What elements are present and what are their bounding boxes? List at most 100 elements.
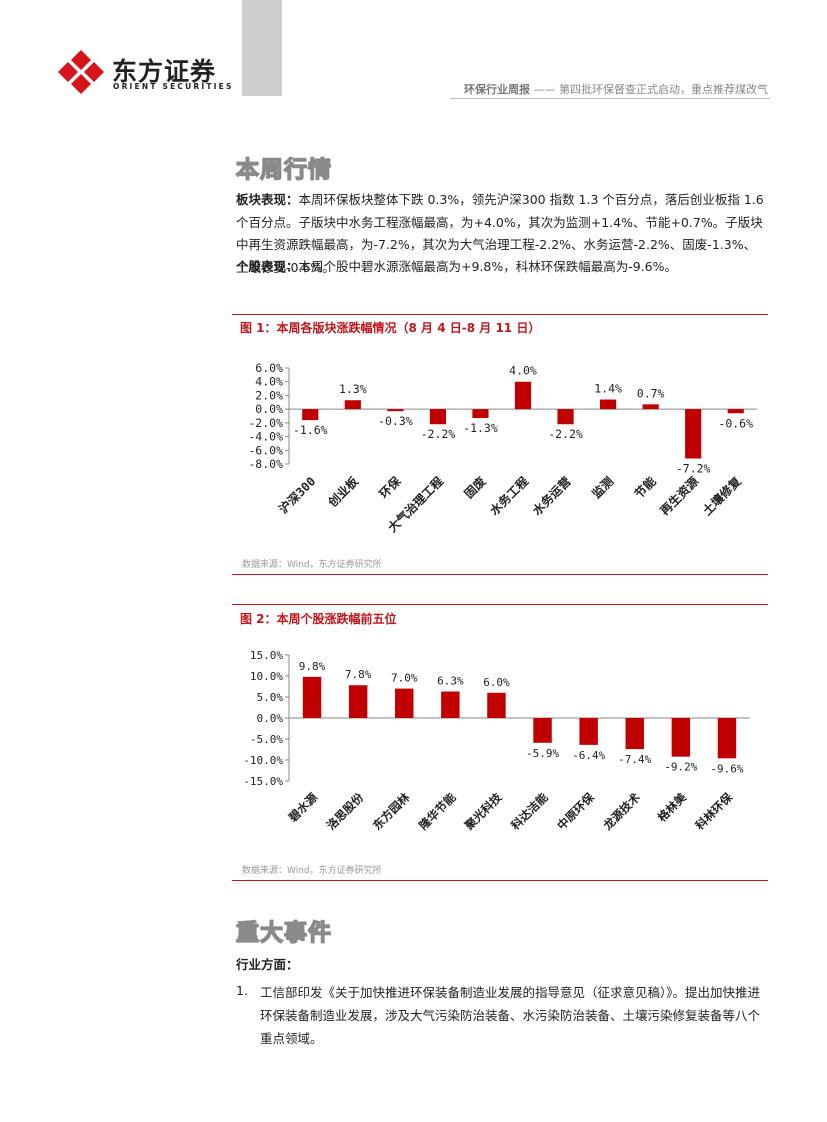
data-label: 6.0%	[483, 676, 510, 689]
category-label: 东方园林	[370, 790, 413, 833]
category-label: 科达洁能	[508, 790, 551, 833]
category-label: 科林环保	[693, 790, 736, 833]
figure2-bottom-rule	[232, 880, 768, 881]
section-title-major-events: 重大事件	[235, 919, 332, 946]
bar	[441, 691, 460, 718]
figure2-title: 图 2：本周个股涨跌幅前五位	[240, 612, 397, 626]
figure1-chart: 6.0%4.0%2.0%0.0%-2.0%-4.0%-6.0%-8.0%-1.6…	[248, 361, 757, 535]
header-gray-bar	[242, 0, 282, 96]
figure2-source: 数据来源：Wind，东方证券研究所	[242, 866, 382, 876]
bar	[727, 409, 744, 414]
data-label: -0.3%	[378, 414, 413, 428]
data-label: -0.6%	[718, 416, 753, 430]
sector-performance-paragraph: 板块表现：本周环保板块整体下跌 0.3%，领先沪深300 指数 1.3 个百分点…	[236, 189, 768, 279]
y-tick-label: -5.0%	[250, 733, 283, 746]
data-label: 0.7%	[637, 386, 665, 400]
data-label: -9.6%	[710, 762, 743, 775]
category-label: 固废	[461, 474, 489, 502]
data-label: -1.3%	[463, 421, 498, 435]
stock-performance-paragraph: 个股表现：本周个股中碧水源涨幅最高为+9.8%，科林环保跌幅最高为-9.6%。	[236, 256, 768, 279]
bar	[642, 404, 659, 410]
figure1-top-rule	[232, 314, 768, 315]
stock-performance-label: 个股表现：	[236, 259, 299, 274]
report-title: 第四批环保督查正式启动，重点推荐煤改气	[559, 83, 768, 96]
list-item-text: 工信部印发《关于加快推进环保装备制造业发展的指导意见（征求意见稿）》。提出加快推…	[260, 985, 761, 1046]
data-label: -6.4%	[572, 749, 605, 762]
bar	[717, 718, 737, 759]
y-tick-label: 5.0%	[257, 691, 284, 704]
y-tick-label: 6.0%	[255, 361, 283, 375]
figure2-top-rule	[232, 604, 768, 605]
bar	[685, 409, 702, 459]
y-tick-label: -2.0%	[248, 416, 283, 430]
figure1-source: 数据来源：Wind，东方证券研究所	[242, 560, 382, 570]
category-label: 创业板	[324, 473, 361, 510]
bar	[429, 409, 446, 425]
bar	[348, 685, 368, 718]
category-label: 碧水源	[285, 790, 320, 825]
logo-chinese-name: 东方证券	[112, 57, 217, 86]
data-label: 7.8%	[345, 668, 372, 681]
category-label: 聚光科技	[461, 790, 504, 833]
report-header: 环保行业周报 —— 第四批环保督查正式启动，重点推荐煤改气	[464, 81, 768, 97]
bar	[625, 718, 644, 750]
data-label: -2.2%	[421, 427, 456, 441]
y-tick-label: 10.0%	[250, 670, 283, 683]
section-title-weekly-market: 本周行情	[235, 156, 332, 183]
y-tick-label: 15.0%	[250, 649, 283, 662]
sector-performance-label: 板块表现：	[236, 192, 299, 207]
bar	[387, 409, 404, 412]
logo-english-name: ORIENT SECURITIES	[113, 82, 234, 91]
bar	[472, 409, 489, 419]
y-tick-label: -15.0%	[243, 775, 283, 788]
category-label: 中原环保	[554, 790, 597, 833]
data-label: -7.4%	[618, 753, 651, 766]
sector-performance-text: 本周环保板块整体下跌 0.3%，领先沪深300 指数 1.3 个百分点，落后创业…	[236, 192, 764, 275]
y-tick-label: 0.0%	[257, 712, 284, 725]
figure2-chart: 15.0% 10.0% 5.0% 0.0% -5.0% -10.0% -15.0% 9.8% 碧…	[243, 649, 750, 833]
category-label: 土壤修复	[699, 473, 744, 518]
data-label: -9.2%	[664, 761, 697, 774]
y-tick-label: -6.0%	[248, 443, 283, 457]
y-tick-label: -8.0%	[248, 457, 283, 471]
category-label: 监测	[589, 474, 617, 502]
bar	[487, 692, 506, 718]
category-label: 再生资源	[657, 474, 702, 519]
data-label: -5.9%	[526, 747, 559, 760]
list-item-number: 1.	[236, 983, 248, 998]
bar	[600, 399, 617, 410]
bar	[579, 718, 598, 745]
category-label: 水务运营	[529, 474, 574, 519]
data-label: 6.3%	[437, 675, 464, 688]
y-tick-label: 0.0%	[255, 402, 283, 416]
category-label: 水务工程	[487, 474, 532, 519]
category-label: 洛思股份	[324, 790, 367, 833]
bar	[302, 676, 322, 718]
bar	[395, 688, 414, 718]
header-divider	[450, 98, 770, 99]
category-label: 龙源技术	[600, 790, 643, 833]
data-label: -7.2%	[676, 462, 711, 476]
data-label: -2.2%	[548, 427, 583, 441]
category-label: 隆华节能	[416, 790, 459, 833]
category-label: 沪深300	[275, 474, 318, 517]
stock-performance-text: 本周个股中碧水源涨幅最高为+9.8%，科林环保跌幅最高为-9.6%。	[298, 259, 678, 274]
y-tick-label: 2.0%	[255, 388, 283, 402]
bar	[671, 718, 691, 757]
orient-logo-icon	[58, 50, 104, 94]
industry-subheading: 行业方面：	[236, 957, 299, 972]
data-label: 1.3%	[339, 382, 367, 396]
category-label: 格林美	[655, 790, 690, 825]
data-label: 4.0%	[509, 364, 537, 378]
bar	[344, 400, 361, 410]
company-logo: 东方证券 ORIENT SECURITIES	[58, 50, 231, 94]
category-label: 节能	[631, 474, 659, 502]
bar	[533, 718, 552, 743]
report-type: 环保行业周报	[464, 83, 530, 96]
data-label: -1.6%	[293, 423, 328, 437]
header-separator: ——	[533, 83, 556, 96]
category-label: 环保	[376, 473, 404, 501]
bar	[514, 381, 532, 410]
data-label: 9.8%	[299, 660, 326, 673]
bar	[302, 409, 319, 421]
